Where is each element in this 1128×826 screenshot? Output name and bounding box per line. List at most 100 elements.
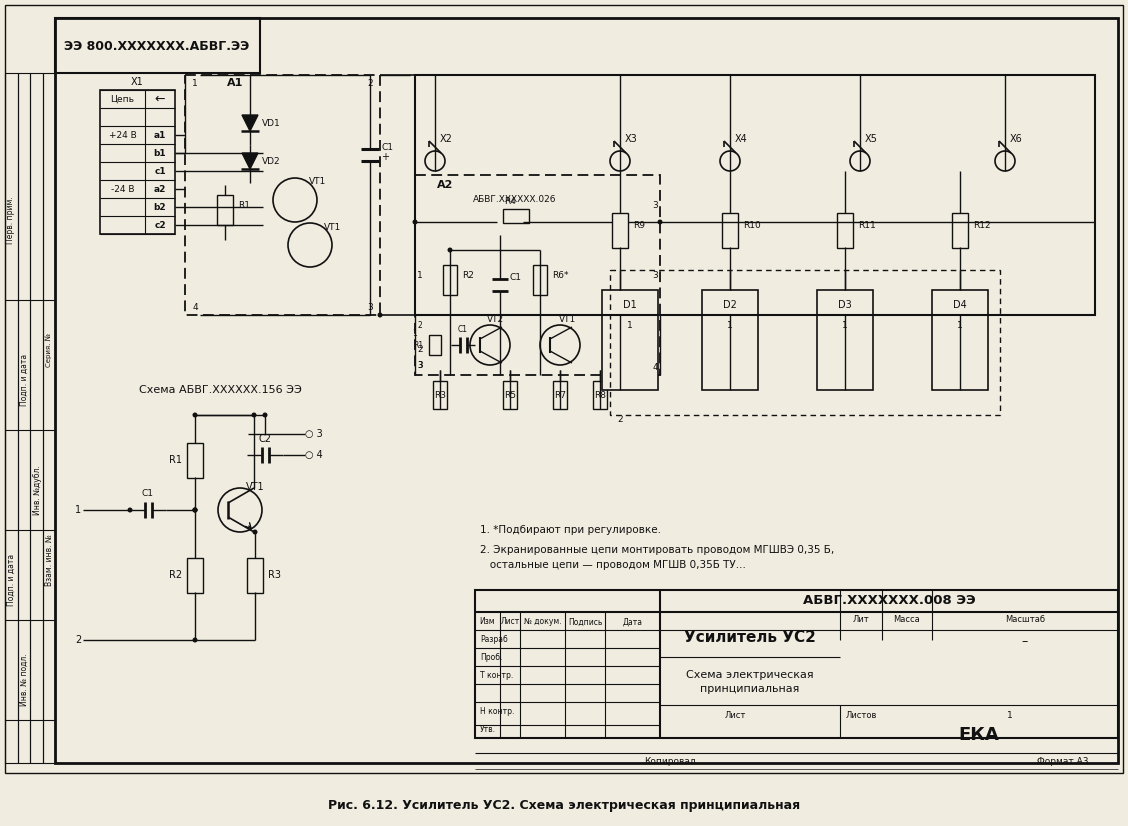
Text: Инв. №дубл.: Инв. №дубл. bbox=[33, 465, 42, 515]
Text: Т контр.: Т контр. bbox=[481, 671, 513, 680]
Text: Цепь: Цепь bbox=[111, 94, 134, 103]
Text: 2: 2 bbox=[617, 415, 623, 425]
Text: Проб.: Проб. bbox=[481, 653, 502, 662]
Text: Схема АБВГ.XXXXXX.156 ЭЭ: Схема АБВГ.XXXXXX.156 ЭЭ bbox=[139, 385, 301, 395]
Text: 1: 1 bbox=[417, 270, 423, 279]
Bar bbox=[187, 443, 203, 477]
Text: +24 В: +24 В bbox=[108, 131, 136, 140]
Text: -24 В: -24 В bbox=[111, 184, 134, 193]
Text: Рис. 6.12. Усилитель УС2. Схема электрическая принципиальная: Рис. 6.12. Усилитель УС2. Схема электрич… bbox=[328, 799, 800, 811]
Bar bbox=[415, 175, 660, 375]
Bar bbox=[55, 18, 259, 73]
Text: A1: A1 bbox=[227, 78, 244, 88]
Bar bbox=[475, 590, 1118, 738]
Bar bbox=[503, 381, 517, 409]
Text: D2: D2 bbox=[723, 300, 737, 310]
Circle shape bbox=[193, 507, 197, 512]
Text: +: + bbox=[381, 152, 389, 162]
Circle shape bbox=[378, 312, 382, 317]
Text: R11: R11 bbox=[858, 221, 875, 230]
Bar bbox=[30, 73, 43, 763]
Bar bbox=[932, 290, 988, 390]
Text: Н контр.: Н контр. bbox=[481, 706, 514, 715]
Text: Лист: Лист bbox=[501, 618, 520, 626]
Bar bbox=[602, 290, 658, 390]
Text: Подп. и дата: Подп. и дата bbox=[7, 554, 16, 606]
Text: Масса: Масса bbox=[893, 615, 920, 624]
Text: b1: b1 bbox=[153, 149, 166, 158]
Text: a1: a1 bbox=[153, 131, 166, 140]
Text: R8: R8 bbox=[594, 391, 606, 400]
Text: АБВГ.XXXXXXX.008 ЭЭ: АБВГ.XXXXXXX.008 ЭЭ bbox=[803, 595, 976, 607]
Text: Перв. прим.: Перв. прим. bbox=[7, 196, 16, 244]
Text: 3: 3 bbox=[652, 201, 658, 210]
Text: VT1: VT1 bbox=[246, 482, 264, 492]
Circle shape bbox=[263, 412, 267, 417]
Bar bbox=[534, 265, 547, 295]
Text: 3: 3 bbox=[652, 270, 658, 279]
Circle shape bbox=[658, 220, 662, 225]
Text: R10: R10 bbox=[743, 221, 760, 230]
Polygon shape bbox=[243, 153, 258, 169]
Text: C1: C1 bbox=[142, 490, 155, 499]
Bar bbox=[503, 209, 529, 223]
Text: 2: 2 bbox=[368, 78, 373, 88]
Text: 2: 2 bbox=[74, 635, 81, 645]
Text: c1: c1 bbox=[155, 167, 166, 175]
Text: R5: R5 bbox=[504, 391, 515, 400]
Text: X1: X1 bbox=[131, 77, 144, 87]
Circle shape bbox=[413, 220, 417, 225]
Text: VT1: VT1 bbox=[559, 316, 576, 325]
Text: 1: 1 bbox=[958, 320, 963, 330]
Text: Лист: Лист bbox=[724, 710, 746, 719]
Text: C1: C1 bbox=[510, 273, 522, 282]
Text: 1: 1 bbox=[627, 320, 633, 330]
Bar bbox=[553, 381, 567, 409]
Circle shape bbox=[193, 638, 197, 643]
Text: 1: 1 bbox=[1007, 710, 1013, 719]
Circle shape bbox=[448, 248, 452, 253]
Text: D3: D3 bbox=[838, 300, 852, 310]
Text: Дата: Дата bbox=[623, 618, 643, 626]
Text: остальные цепи — проводом МГШВ 0,35Б ТУ...: остальные цепи — проводом МГШВ 0,35Б ТУ.… bbox=[481, 560, 746, 570]
Circle shape bbox=[127, 507, 132, 512]
Text: 3: 3 bbox=[367, 302, 373, 311]
Text: Листов: Листов bbox=[845, 710, 876, 719]
Bar bbox=[187, 558, 203, 592]
Text: 1: 1 bbox=[728, 320, 733, 330]
Text: № докум.: № докум. bbox=[523, 618, 562, 626]
Text: Подпись: Подпись bbox=[567, 618, 602, 626]
Text: VT2: VT2 bbox=[486, 316, 503, 325]
Text: VT1: VT1 bbox=[324, 222, 342, 231]
Text: C1: C1 bbox=[381, 143, 393, 151]
Text: X6: X6 bbox=[1010, 134, 1023, 144]
Text: R12: R12 bbox=[973, 221, 990, 230]
Bar bbox=[722, 212, 738, 248]
Text: R6*: R6* bbox=[552, 270, 569, 279]
Text: 3: 3 bbox=[417, 360, 423, 369]
Text: X4: X4 bbox=[735, 134, 748, 144]
Text: ○ 3: ○ 3 bbox=[305, 429, 323, 439]
Bar bbox=[443, 265, 457, 295]
Text: c2: c2 bbox=[155, 221, 166, 230]
Text: R4: R4 bbox=[504, 197, 515, 206]
Bar bbox=[415, 75, 1095, 315]
Text: 1: 1 bbox=[843, 320, 848, 330]
Text: ЭЭ 800.XXXXXXX.АБВГ.ЭЭ: ЭЭ 800.XXXXXXX.АБВГ.ЭЭ bbox=[64, 40, 249, 53]
Circle shape bbox=[193, 507, 197, 512]
Text: Утв.: Утв. bbox=[481, 724, 496, 733]
Bar bbox=[217, 195, 233, 225]
Text: R3: R3 bbox=[434, 391, 446, 400]
Text: VD1: VD1 bbox=[262, 118, 281, 127]
Text: X5: X5 bbox=[865, 134, 878, 144]
Text: 4: 4 bbox=[652, 363, 658, 372]
Text: принципиальная: принципиальная bbox=[700, 684, 800, 694]
Text: Копировал: Копировал bbox=[644, 757, 696, 766]
Text: VT1: VT1 bbox=[309, 178, 326, 187]
Text: D4: D4 bbox=[953, 300, 967, 310]
Bar bbox=[185, 75, 380, 315]
Text: a2: a2 bbox=[153, 184, 166, 193]
Bar bbox=[100, 90, 175, 234]
Text: 4: 4 bbox=[192, 302, 197, 311]
Text: 2. Экранированные цепи монтировать проводом МГШВЭ 0,35 Б,: 2. Экранированные цепи монтировать прово… bbox=[481, 545, 835, 555]
